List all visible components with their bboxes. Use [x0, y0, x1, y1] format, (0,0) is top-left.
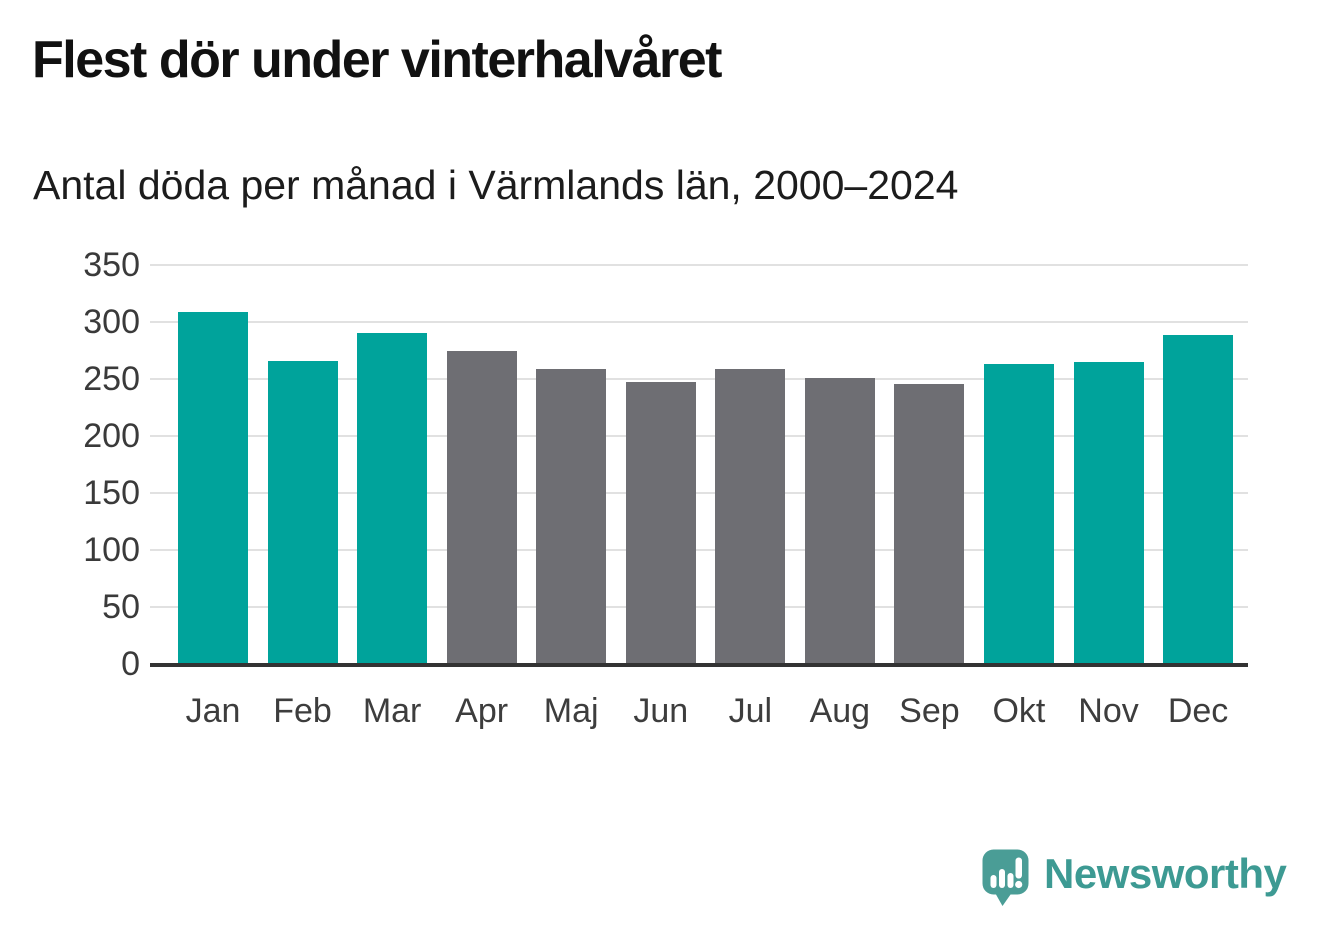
- y-tick-label-150: 150: [83, 474, 140, 512]
- gridline-350: [150, 264, 1248, 266]
- y-tick-label-300: 300: [83, 303, 140, 341]
- gridline-300: [150, 321, 1248, 323]
- x-tick-label-jun: Jun: [633, 692, 689, 730]
- bar-okt: [983, 364, 1054, 664]
- y-tick-label-0: 0: [121, 645, 140, 683]
- bar-dec: [1163, 334, 1234, 664]
- x-tick-label-sep: Sep: [899, 692, 960, 730]
- x-tick-label-feb: Feb: [273, 692, 332, 730]
- y-tick-label-200: 200: [83, 417, 140, 455]
- newsworthy-logo-text: Newsworthy: [1044, 850, 1287, 897]
- bar-nov: [1073, 361, 1144, 664]
- chart-subtitle: Antal döda per månad i Värmlands län, 20…: [33, 162, 959, 208]
- x-tick-label-nov: Nov: [1078, 692, 1139, 730]
- y-tick-label-50: 50: [102, 588, 140, 626]
- bar-aug: [804, 377, 875, 664]
- gridline-250: [150, 378, 1248, 380]
- bar-maj: [536, 368, 607, 664]
- x-tick-label-dec: Dec: [1167, 692, 1229, 730]
- x-tick-label-jul: Jul: [728, 692, 773, 730]
- newsworthy-logo: Newsworthy: [981, 848, 1287, 908]
- gridline-50: [150, 606, 1248, 608]
- bar-feb: [267, 360, 338, 664]
- gridline-150: [150, 492, 1248, 494]
- x-axis-line: [150, 663, 1248, 667]
- x-tick-label-mar: Mar: [362, 692, 422, 730]
- x-tick-label-apr: Apr: [455, 692, 509, 730]
- x-tick-label-jan: Jan: [185, 692, 241, 730]
- chart-title: Flest dör under vinterhalvåret: [32, 31, 722, 89]
- bar-jul: [715, 368, 786, 664]
- gridline-100: [150, 549, 1248, 551]
- gridline-200: [150, 435, 1248, 437]
- bar-chart-plot-area: [150, 264, 1248, 667]
- y-tick-label-350: 350: [83, 246, 140, 284]
- bar-jun: [625, 382, 696, 664]
- bar-sep: [894, 383, 965, 664]
- bar-apr: [446, 350, 517, 664]
- y-tick-label-100: 100: [83, 531, 140, 569]
- newsworthy-bubble-chart-icon: [982, 849, 1029, 906]
- x-tick-label-aug: Aug: [809, 692, 871, 730]
- y-tick-label-250: 250: [83, 360, 140, 398]
- x-tick-label-maj: Maj: [543, 692, 599, 730]
- bar-mar: [357, 333, 428, 664]
- bar-jan: [178, 311, 248, 664]
- x-tick-label-okt: Okt: [992, 692, 1046, 730]
